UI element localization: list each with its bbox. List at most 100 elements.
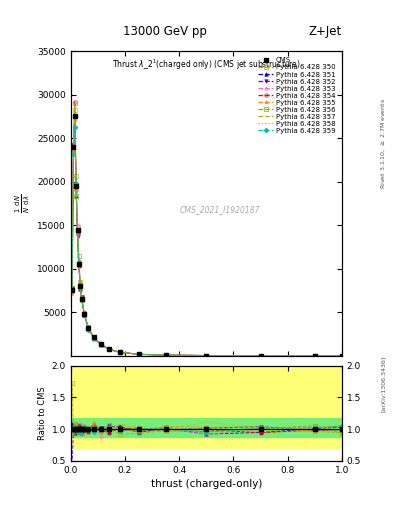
Pythia 6.428 359 xyxy=(70,286,74,292)
Pythia 6.428 356 xyxy=(72,100,77,106)
Line: Pythia 6.428 352: Pythia 6.428 352 xyxy=(70,116,343,357)
Pythia 6.428 358 xyxy=(72,102,77,109)
Pythia 6.428 354 xyxy=(340,353,344,359)
Pythia 6.428 352 xyxy=(340,353,344,359)
Pythia 6.428 353 xyxy=(92,334,96,340)
Pythia 6.428 350 xyxy=(70,286,74,292)
Pythia 6.428 354 xyxy=(71,141,76,147)
Pythia 6.428 354 xyxy=(70,288,74,294)
Pythia 6.428 355 xyxy=(79,295,84,302)
Pythia 6.428 354 xyxy=(72,99,77,105)
Pythia 6.428 358 xyxy=(312,353,317,359)
Pythia 6.428 353 xyxy=(117,349,122,355)
Pythia 6.428 354 xyxy=(258,353,263,359)
Pythia 6.428 356 xyxy=(79,297,84,304)
CMS xyxy=(74,183,79,189)
Pythia 6.428 354 xyxy=(163,352,168,358)
Pythia 6.428 353 xyxy=(70,289,74,295)
CMS xyxy=(107,346,111,352)
Pythia 6.428 351 xyxy=(74,193,79,199)
Pythia 6.428 353 xyxy=(107,346,111,352)
Pythia 6.428 351 xyxy=(92,335,96,341)
Pythia 6.428 358 xyxy=(79,292,84,298)
Pythia 6.428 356 xyxy=(163,352,168,358)
Pythia 6.428 350 xyxy=(258,353,263,359)
Pythia 6.428 354 xyxy=(79,295,84,302)
Pythia 6.428 357 xyxy=(78,286,83,292)
Pythia 6.428 353 xyxy=(75,222,80,228)
Pythia 6.428 358 xyxy=(117,349,122,355)
CMS xyxy=(78,283,83,289)
CMS xyxy=(117,349,122,355)
Pythia 6.428 357 xyxy=(340,353,344,359)
Pythia 6.428 359 xyxy=(163,352,168,358)
Pythia 6.428 352 xyxy=(136,351,141,357)
Pythia 6.428 351 xyxy=(340,353,344,359)
Pythia 6.428 359 xyxy=(312,353,317,359)
Pythia 6.428 355 xyxy=(77,260,81,266)
CMS xyxy=(163,352,168,358)
Pythia 6.428 351 xyxy=(82,312,86,318)
Pythia 6.428 359 xyxy=(74,180,79,186)
Pythia 6.428 357 xyxy=(136,351,141,357)
Pythia 6.428 354 xyxy=(75,230,80,237)
Text: [arXiv:1306.3436]: [arXiv:1306.3436] xyxy=(381,356,386,412)
Text: Thrust $\lambda\_2^1$(charged only) (CMS jet substructure): Thrust $\lambda\_2^1$(charged only) (CMS… xyxy=(112,57,301,72)
Pythia 6.428 352 xyxy=(107,346,111,352)
Line: Pythia 6.428 351: Pythia 6.428 351 xyxy=(70,114,343,357)
Pythia 6.428 355 xyxy=(312,353,317,359)
Pythia 6.428 353 xyxy=(340,353,344,359)
CMS xyxy=(340,353,344,359)
Pythia 6.428 354 xyxy=(98,341,103,347)
Pythia 6.428 359 xyxy=(86,327,91,333)
Pythia 6.428 356 xyxy=(92,335,96,342)
Pythia 6.428 356 xyxy=(74,193,79,199)
Pythia 6.428 357 xyxy=(72,129,77,135)
Pythia 6.428 358 xyxy=(77,260,81,266)
Pythia 6.428 353 xyxy=(77,257,81,263)
Pythia 6.428 351 xyxy=(72,113,77,119)
Pythia 6.428 352 xyxy=(77,264,81,270)
Line: Pythia 6.428 357: Pythia 6.428 357 xyxy=(72,132,342,356)
Pythia 6.428 353 xyxy=(98,340,103,347)
Pythia 6.428 351 xyxy=(136,351,141,357)
Pythia 6.428 351 xyxy=(79,295,84,302)
X-axis label: thrust (charged-only): thrust (charged-only) xyxy=(151,479,262,489)
Pythia 6.428 351 xyxy=(77,261,81,267)
Pythia 6.428 350 xyxy=(77,262,81,268)
Pythia 6.428 353 xyxy=(82,310,86,316)
Pythia 6.428 358 xyxy=(340,353,344,359)
Pythia 6.428 357 xyxy=(79,299,84,305)
Pythia 6.428 350 xyxy=(71,145,76,151)
Pythia 6.428 359 xyxy=(82,312,86,318)
Pythia 6.428 359 xyxy=(258,353,263,359)
Line: Pythia 6.428 358: Pythia 6.428 358 xyxy=(72,105,342,356)
Pythia 6.428 355 xyxy=(86,325,91,331)
Pythia 6.428 354 xyxy=(117,349,122,355)
CMS xyxy=(86,325,91,331)
Pythia 6.428 351 xyxy=(163,352,168,358)
Pythia 6.428 359 xyxy=(78,282,83,288)
Pythia 6.428 350 xyxy=(82,312,86,318)
Pythia 6.428 350 xyxy=(86,324,91,330)
Pythia 6.428 358 xyxy=(107,346,111,352)
Pythia 6.428 359 xyxy=(340,353,344,359)
CMS xyxy=(98,342,103,348)
Pythia 6.428 355 xyxy=(204,352,209,358)
Pythia 6.428 350 xyxy=(204,352,209,358)
Pythia 6.428 355 xyxy=(78,278,83,284)
Pythia 6.428 354 xyxy=(92,334,96,340)
CMS xyxy=(79,296,84,302)
Pythia 6.428 356 xyxy=(82,311,86,317)
Line: Pythia 6.428 350: Pythia 6.428 350 xyxy=(70,109,343,357)
CMS xyxy=(77,261,81,267)
Pythia 6.428 351 xyxy=(98,340,103,347)
Bar xyxy=(71,362,342,448)
Pythia 6.428 351 xyxy=(204,352,209,358)
Pythia 6.428 359 xyxy=(117,349,122,355)
Pythia 6.428 358 xyxy=(136,351,141,357)
Pythia 6.428 350 xyxy=(72,107,77,113)
Pythia 6.428 358 xyxy=(86,326,91,332)
Pythia 6.428 357 xyxy=(74,182,79,188)
Pythia 6.428 358 xyxy=(92,335,96,341)
